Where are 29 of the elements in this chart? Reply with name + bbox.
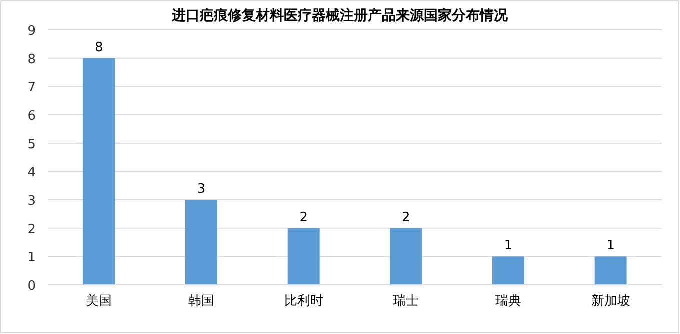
y-tick-label: 6 (28, 109, 36, 124)
bar (83, 58, 116, 285)
x-tick-label: 韩国 (188, 294, 214, 309)
y-tick-label: 8 (28, 52, 36, 68)
data-label: 3 (197, 182, 206, 197)
data-label: 2 (300, 210, 308, 226)
data-label: 1 (606, 238, 615, 254)
bar (390, 228, 422, 285)
y-tick-label: 2 (28, 222, 36, 238)
x-tick-label: 新加坡 (591, 294, 630, 309)
y-tick-label: 5 (28, 137, 36, 152)
x-tick-label: 瑞典 (496, 294, 522, 309)
x-tick-label: 比利时 (284, 294, 324, 309)
x-tick-label: 瑞士 (393, 294, 420, 309)
y-tick-label: 1 (28, 250, 36, 266)
y-tick-label: 4 (28, 166, 36, 181)
bar (594, 256, 627, 285)
x-tick-label: 美国 (86, 293, 112, 309)
data-label: 1 (504, 238, 513, 254)
chart-title: 进口疤痕修复材料医疗器械注册产品来源国家分布情况 (171, 7, 509, 24)
data-label: 2 (402, 210, 410, 226)
bar (492, 256, 524, 285)
y-tick-label: 7 (28, 80, 36, 96)
y-tick-label: 9 (28, 24, 36, 39)
bar (186, 200, 218, 285)
y-tick-label: 3 (28, 194, 36, 209)
data-label: 8 (95, 40, 104, 56)
bar (288, 228, 320, 285)
y-tick-label: 0 (28, 279, 36, 294)
